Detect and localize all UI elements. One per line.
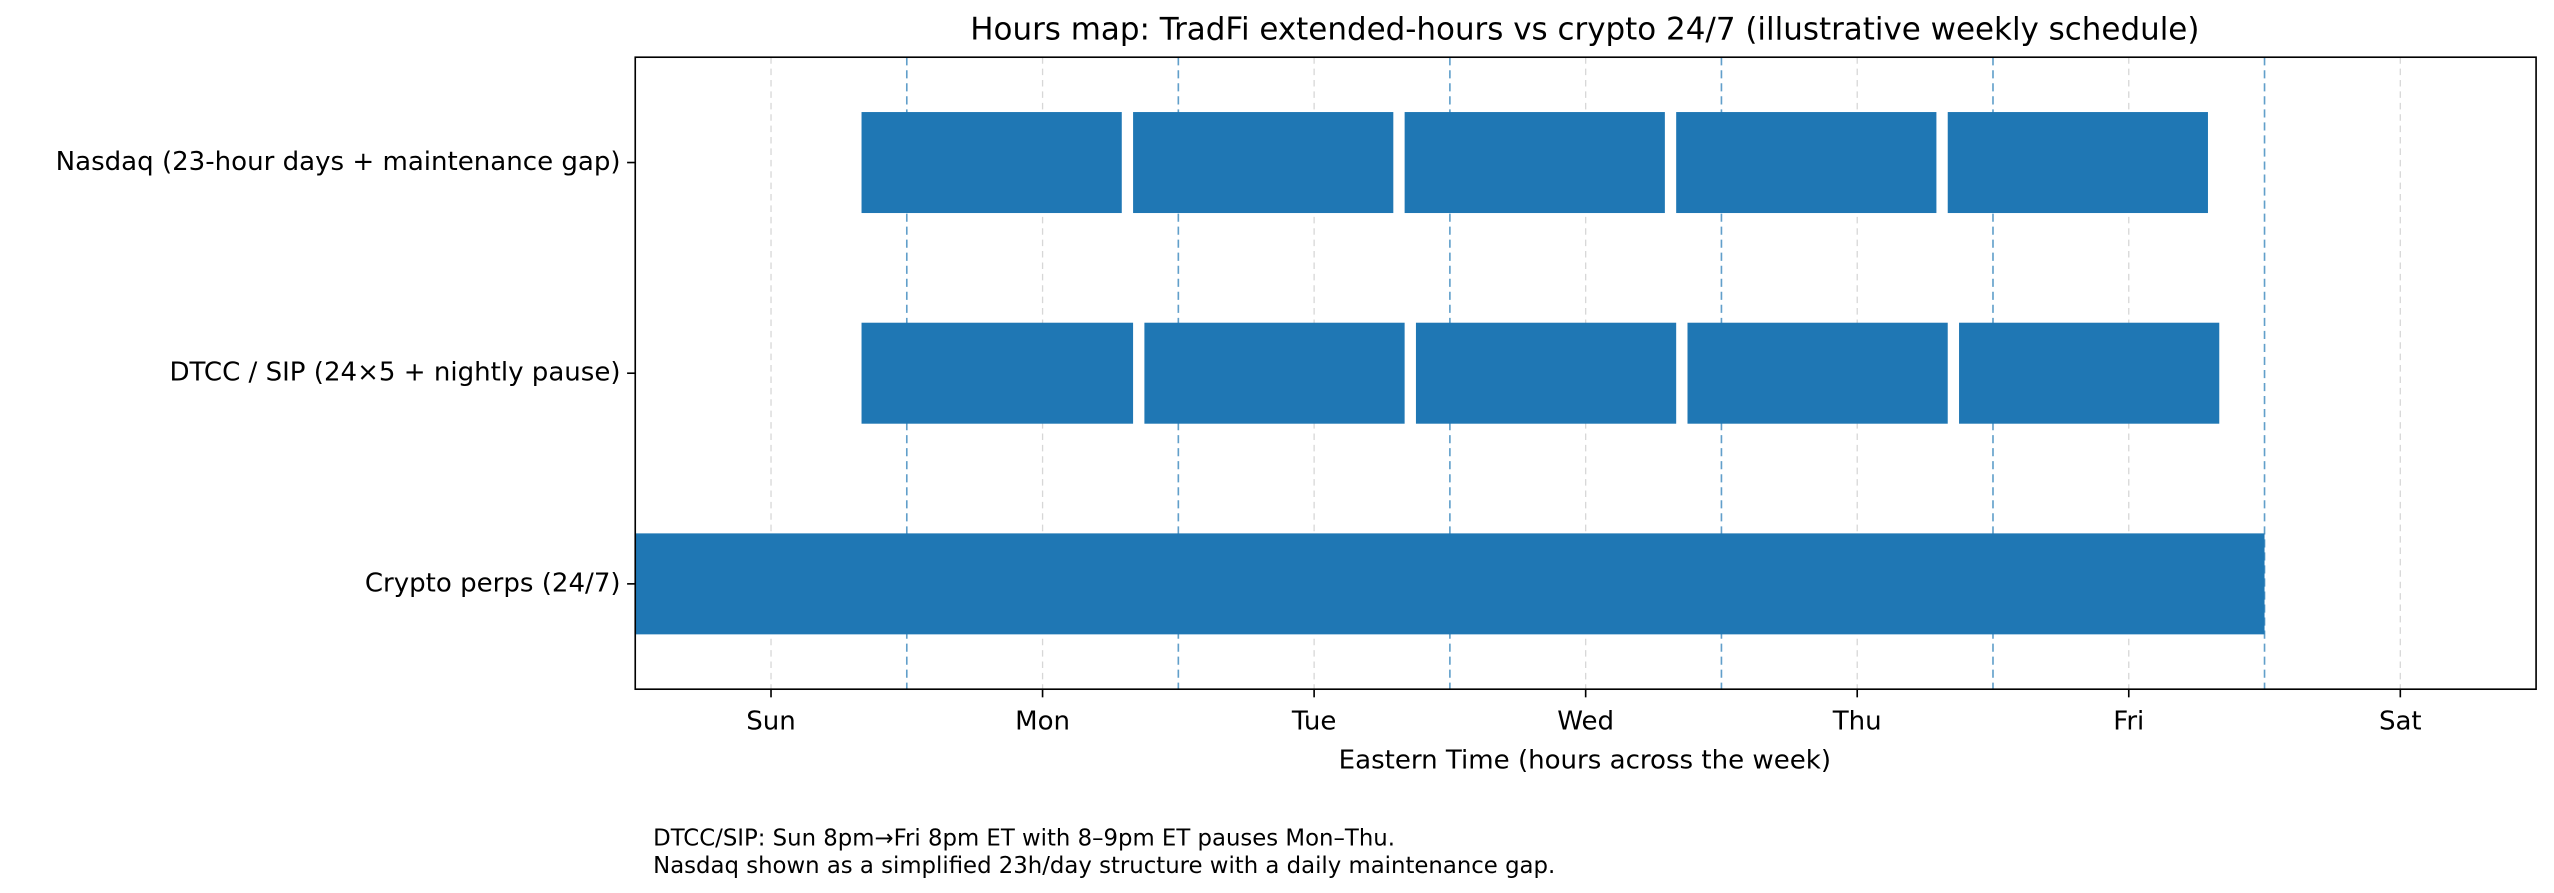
segment-bar — [861, 112, 1122, 214]
x-axis-label: Eastern Time (hours across the week) — [1339, 745, 1831, 775]
y-tick-label: Crypto perps (24/7) — [365, 568, 621, 598]
y-tick-label: Nasdaq (23-hour days + maintenance gap) — [56, 147, 621, 177]
plot-frame — [634, 56, 2537, 691]
chart-title: Hours map: TradFi extended-hours vs cryp… — [970, 12, 2199, 48]
x-tick-label: Mon — [1015, 706, 1070, 736]
segment-bar — [1133, 112, 1394, 214]
segment-bar — [635, 533, 2265, 635]
segment-bar — [1415, 322, 1677, 424]
footnote: Nasdaq shown as a simplified 23h/day str… — [653, 853, 1555, 879]
x-tick-label: Sat — [2379, 706, 2422, 736]
segment-bar — [1959, 322, 2220, 424]
segment-bar — [1144, 322, 1405, 424]
segment-bar — [861, 322, 1134, 424]
segment-bar — [1687, 322, 1948, 424]
segment-bar — [1947, 112, 2208, 214]
y-tick-label: DTCC / SIP (24×5 + nightly pause) — [169, 358, 620, 388]
x-tick-label: Tue — [1291, 706, 1337, 736]
x-tick-label: Fri — [2113, 706, 2144, 736]
footnote: DTCC/SIP: Sun 8pm→Fri 8pm ET with 8–9pm … — [653, 826, 1395, 852]
x-tick-label: Sun — [746, 706, 796, 736]
segment-bar — [1676, 112, 1937, 214]
segment-bar — [1404, 112, 1665, 214]
x-tick-label: Wed — [1557, 706, 1614, 736]
x-tick-label: Thu — [1832, 706, 1882, 736]
